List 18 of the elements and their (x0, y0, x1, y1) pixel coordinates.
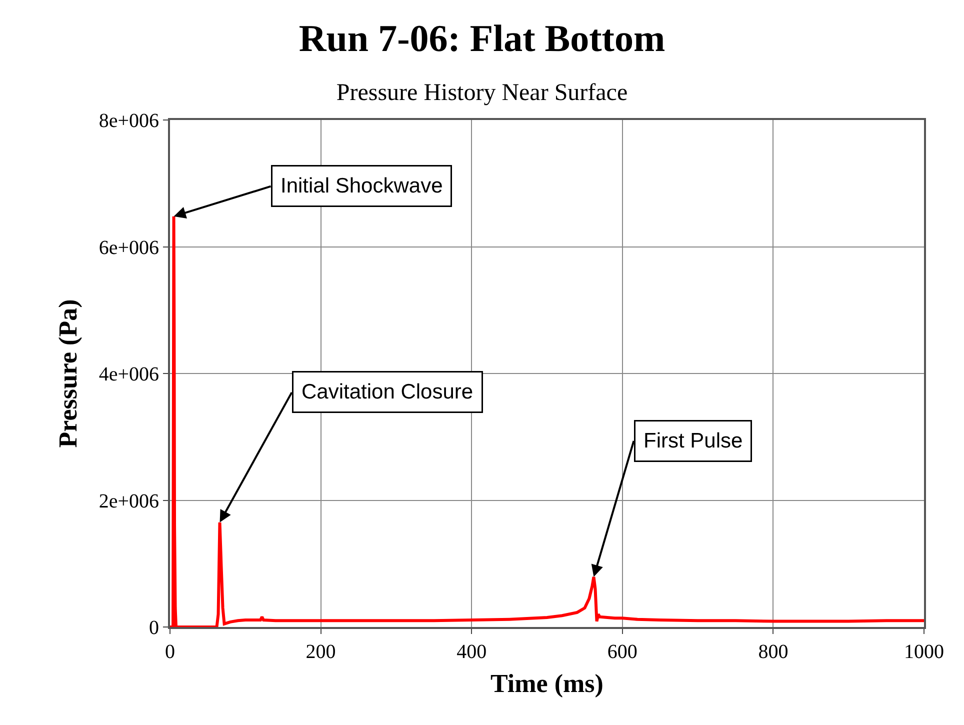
y-tick-label: 6e+006 (98, 236, 159, 259)
y-tick-label: 2e+006 (98, 490, 159, 512)
x-tick-label: 0 (165, 641, 175, 663)
x-tick-label: 400 (456, 641, 487, 663)
annotation: First Pulse (644, 430, 743, 452)
x-axis-title: Time (ms) (490, 669, 604, 698)
x-tick-label: 200 (306, 641, 336, 663)
y-tick-label: 0 (149, 617, 159, 639)
x-tick-label: 800 (758, 641, 788, 663)
chart-subtitle: Pressure History Near Surface (336, 80, 628, 106)
x-tick-label: 600 (607, 641, 638, 663)
chart-title: Run 7-06: Flat Bottom (298, 18, 666, 60)
x-tick-label: 1000 (904, 641, 944, 663)
y-axis-title: Pressure (Pa) (54, 299, 83, 448)
annotation: Cavitation Closure (302, 380, 474, 404)
y-tick-label: 4e+006 (98, 364, 159, 386)
annotation: Initial Shockwave (280, 174, 443, 198)
y-tick-label: 8e+006 (98, 110, 159, 132)
